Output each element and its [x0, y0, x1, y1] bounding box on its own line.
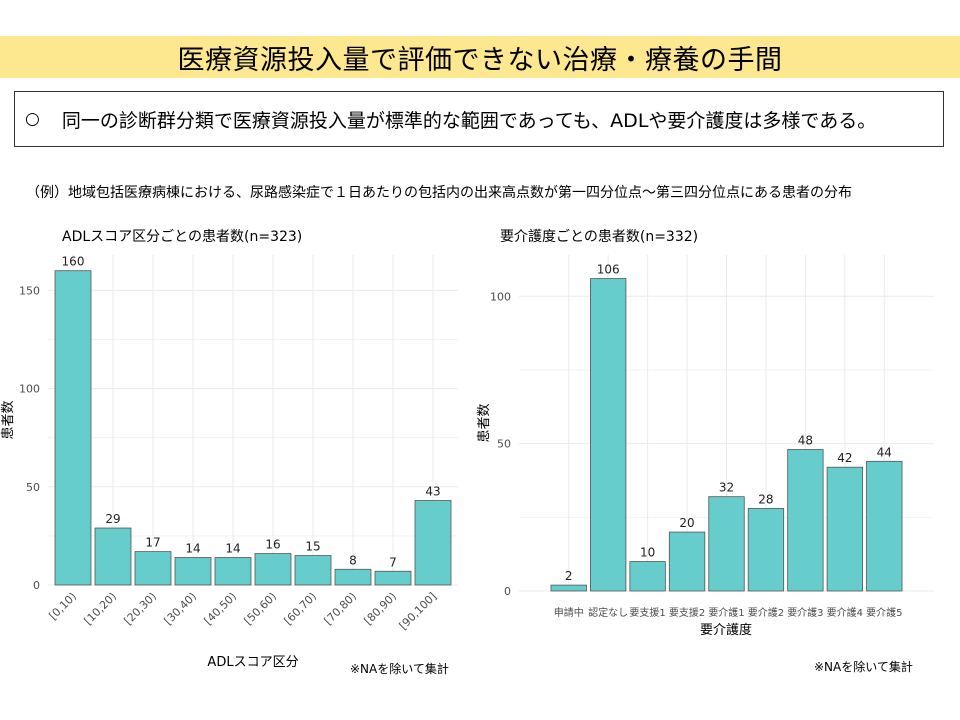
x-tick-label: [70,80): [322, 590, 360, 628]
x-axis-title: 要介護度: [700, 622, 752, 638]
y-tick-label: 50: [497, 438, 511, 451]
y-axis-title: 患者数: [477, 403, 492, 442]
bar-care-0: [550, 584, 587, 592]
bar-adl-1: [94, 527, 132, 586]
y-tick-label: 50: [26, 481, 40, 494]
x-tick-label: [60,70): [282, 590, 320, 628]
y-tick-label: 100: [490, 290, 511, 303]
note-care: ※NAを除いて集計: [814, 660, 913, 674]
data-label: 28: [758, 492, 773, 506]
data-label: 7: [389, 555, 397, 569]
y-tick-label: 100: [19, 383, 40, 396]
data-label: 32: [719, 481, 734, 495]
bar-care-2: [629, 561, 666, 592]
data-label: 42: [837, 451, 852, 465]
chart-title-care: 要介護度ごとの患者数(n=332): [500, 229, 699, 245]
bar-adl-5: [254, 553, 292, 586]
x-tick-label: 要介護3: [787, 606, 823, 619]
data-label: 10: [640, 546, 655, 560]
data-label: 17: [145, 536, 160, 550]
bar-care-6: [787, 449, 824, 592]
bar-care-4: [708, 496, 745, 592]
bar-adl-2: [134, 551, 172, 586]
note-adl: ※NAを除いて集計: [350, 662, 449, 676]
bar-care-8: [866, 460, 903, 592]
bar-adl-8: [374, 570, 412, 586]
y-axis-title: 患者数: [1, 400, 16, 439]
x-tick-label: [30,40): [162, 590, 200, 628]
data-label: 29: [105, 512, 120, 526]
x-tick-label: [90,100]: [397, 590, 439, 632]
x-axis-title: ADLスコア区分: [207, 655, 298, 670]
bar-care-7: [826, 466, 863, 592]
bar-care-1: [590, 278, 627, 592]
x-tick-label: 要支援2: [669, 606, 705, 619]
x-tick-label: 要介護5: [866, 606, 902, 619]
data-label: 15: [305, 540, 320, 554]
data-label: 16: [265, 538, 280, 552]
bar-adl-3: [174, 557, 212, 586]
summary-text: 同一の診断群分類で医療資源投入量が標準的な範囲であっても、ADLや要介護度は多様…: [61, 109, 877, 132]
example-caption: （例）地域包括医療病棟における、尿路感染症で１日あたりの包括内の出来高点数が第一…: [26, 185, 852, 201]
bullet-circle: ○: [25, 109, 40, 129]
data-label: 14: [185, 542, 200, 556]
y-tick-label: 0: [504, 585, 511, 598]
x-tick-label: [0,10): [47, 590, 80, 623]
bar-adl-4: [214, 557, 252, 586]
x-tick-label: [50,60): [242, 590, 280, 628]
y-tick-label: 0: [33, 579, 40, 592]
bar-adl-0: [54, 270, 92, 586]
data-label: 14: [225, 542, 240, 556]
x-tick-label: [20,30): [122, 590, 160, 628]
x-tick-label: 認定なし: [588, 606, 628, 619]
page-title: 医療資源投入量で評価できない治療・療養の手間: [177, 44, 783, 76]
summary-box: ○ 同一の診断群分類で医療資源投入量が標準的な範囲であっても、ADLや要介護度は…: [14, 91, 944, 147]
data-label: 160: [62, 255, 85, 269]
x-tick-label: 要支援1: [629, 606, 665, 619]
chart-title-adl: ADLスコア区分ごとの患者数(n=323): [62, 229, 303, 245]
bar-adl-7: [334, 568, 372, 586]
bar-care-5: [747, 508, 785, 592]
x-tick-label: 要介護4: [827, 606, 863, 619]
title-band: 医療資源投入量で評価できない治療・療養の手間: [0, 36, 960, 78]
bar-adl-9: [414, 500, 452, 586]
data-label: 106: [597, 263, 620, 277]
data-label: 48: [798, 434, 813, 448]
y-tick-label: 150: [19, 284, 40, 297]
data-label: 8: [349, 553, 357, 567]
bar-adl-6: [294, 555, 332, 586]
x-tick-label: 要介護2: [748, 606, 784, 619]
x-tick-label: [40,50): [202, 590, 240, 628]
data-label: 2: [565, 569, 573, 583]
x-tick-label: 申請中: [554, 606, 584, 619]
bar-care-3: [668, 531, 706, 592]
x-tick-label: [80,90): [362, 590, 400, 628]
x-tick-label: 要介護1: [708, 606, 744, 619]
x-tick-label: [10,20): [82, 590, 120, 628]
data-label: 20: [679, 516, 694, 530]
data-label: 44: [877, 445, 892, 459]
data-label: 43: [425, 485, 440, 499]
